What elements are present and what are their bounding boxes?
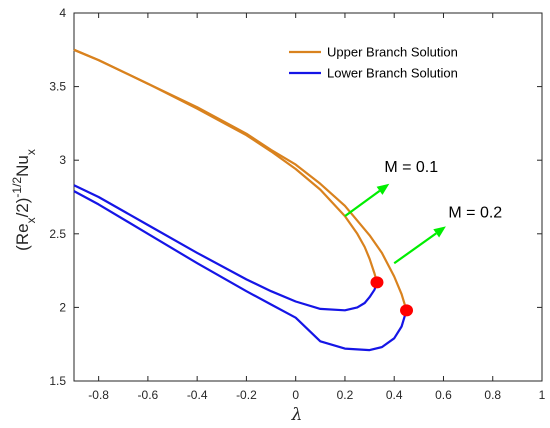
annotation-arrow-head	[376, 183, 390, 195]
critical-point	[400, 304, 414, 317]
annotations: M = 0.1 M = 0.2	[344, 159, 502, 265]
annotation-arrow-head	[433, 226, 446, 238]
series-line-upper	[73, 48, 379, 283]
y-tick-label: 4	[59, 6, 66, 20]
legend: Upper Branch Solution Lower Branch Soluti…	[289, 45, 458, 81]
x-tick-label: -0.6	[138, 388, 159, 402]
y-tick-label: 3	[59, 153, 66, 167]
y-tick-label: 3.5	[49, 80, 66, 94]
x-tick-label: -0.8	[88, 388, 109, 402]
x-tick-label: -0.2	[236, 388, 257, 402]
y-tick-label: 2	[59, 300, 66, 314]
y-tick-label: 2.5	[49, 227, 66, 241]
x-tick-label: 0.2	[337, 388, 354, 402]
x-axis-label: λ	[291, 405, 303, 425]
plot-frame	[73, 12, 543, 382]
critical-points	[370, 276, 414, 317]
legend-label: Upper Branch Solution	[327, 45, 458, 60]
x-tick-label: 0.6	[435, 388, 452, 402]
x-tick-label: -0.4	[187, 388, 208, 402]
critical-point	[370, 276, 384, 289]
annotation-arrow-shaft	[344, 189, 381, 218]
axes: -0.8 -0.6 -0.4 -0.2 0 0.2 0.4 0.6 0.8 1 1.5 2 2.5 3 3.…	[49, 6, 545, 402]
annotation-arrow-shaft	[393, 232, 437, 265]
x-tick-label: 0	[292, 388, 299, 402]
legend-label: Lower Branch Solution	[327, 66, 458, 81]
series-line-lower	[73, 184, 379, 312]
y-tick-label: 1.5	[49, 374, 66, 388]
annotation-label: M = 0.1	[384, 159, 438, 176]
x-tick-label: 0.4	[386, 388, 403, 402]
series-line-lower	[73, 190, 408, 352]
series-line-upper	[73, 48, 408, 311]
x-tick-label: 1	[539, 388, 546, 402]
series-layer	[73, 48, 408, 352]
annotation-label: M = 0.2	[448, 205, 502, 222]
y-axis-label: (Rex/2)-1/2Nux	[10, 149, 38, 251]
x-tick-label: 0.8	[484, 388, 501, 402]
